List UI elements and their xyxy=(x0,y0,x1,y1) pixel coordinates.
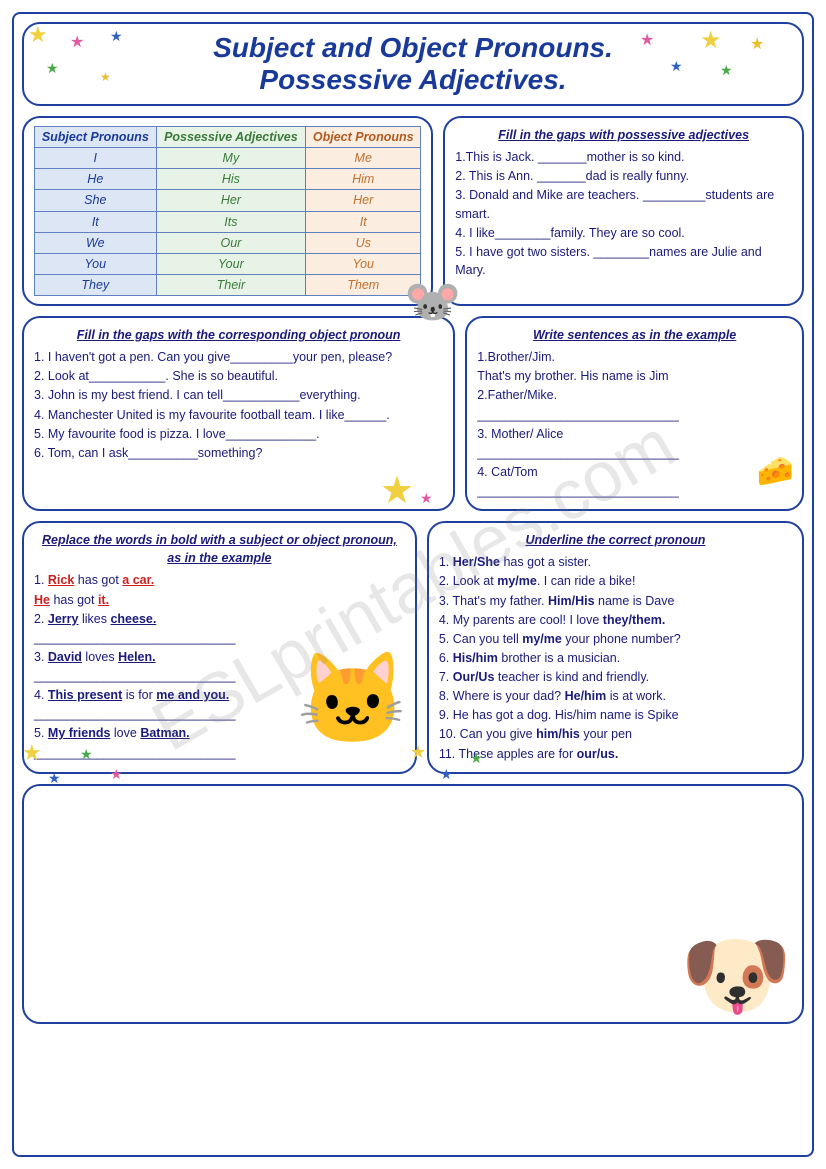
th-subj: Subject Pronouns xyxy=(35,127,157,148)
cell-poss: Their xyxy=(156,274,306,295)
row-3: Replace the words in bold with a subject… xyxy=(22,521,804,774)
ex5-item: 9. He has got a dog. His/him name is Spi… xyxy=(439,706,792,724)
ex4-item: 3. David loves Helen. xyxy=(34,648,405,666)
ex2-item: 4. Manchester United is my favourite foo… xyxy=(34,406,443,424)
cell-poss: His xyxy=(156,169,306,190)
cell-poss: My xyxy=(156,148,306,169)
ex2-item: 3. John is my best friend. I can tell___… xyxy=(34,386,443,404)
ex5-item: 8. Where is your dad? He/him is at work. xyxy=(439,687,792,705)
ex4-l1-c: has got xyxy=(74,573,122,587)
cell-obj: You xyxy=(306,253,421,274)
ex5-item: 5. Can you tell my/me your phone number? xyxy=(439,630,792,648)
ex3-lead2: That's my brother. His name is Jim xyxy=(477,367,792,385)
cell-subj: You xyxy=(35,253,157,274)
cell-obj: Me xyxy=(306,148,421,169)
ex1-item: 5. I have got two sisters. ________names… xyxy=(455,243,792,279)
ex2-item: 2. Look at___________. She is so beautif… xyxy=(34,367,443,385)
cell-subj: I xyxy=(35,148,157,169)
cell-poss: Her xyxy=(156,190,306,211)
exercise-4-panel: Replace the words in bold with a subject… xyxy=(22,521,417,774)
ex3-title: Write sentences as in the example xyxy=(477,326,792,344)
ex4-l2-c: it. xyxy=(98,593,109,607)
ex4-blank: _____________________________ xyxy=(34,667,405,685)
ex4-line1: 1. Rick has got a car. xyxy=(34,571,405,589)
ex1-title: Fill in the gaps with possessive adjecti… xyxy=(455,126,792,144)
ex5-title: Underline the correct pronoun xyxy=(439,531,792,549)
ex4-l1-d: a car. xyxy=(122,573,154,587)
cell-poss: Our xyxy=(156,232,306,253)
cell-obj: It xyxy=(306,211,421,232)
ex5-item: 4. My parents are cool! I love they/them… xyxy=(439,611,792,629)
ex5-item: 7. Our/Us teacher is kind and friendly. xyxy=(439,668,792,686)
th-poss: Possessive Adjectives xyxy=(156,127,306,148)
ex4-blank: _____________________________ xyxy=(34,629,405,647)
cell-subj: They xyxy=(35,274,157,295)
cell-subj: He xyxy=(35,169,157,190)
ex4-line2: He has got it. xyxy=(34,591,405,609)
ex4-l2-a: He xyxy=(34,593,50,607)
cell-obj: Her xyxy=(306,190,421,211)
row-1: Subject Pronouns Possessive Adjectives O… xyxy=(22,116,804,306)
cell-obj: Us xyxy=(306,232,421,253)
ex4-blank: _____________________________ xyxy=(34,705,405,723)
ex4-blank: _____________________________ xyxy=(34,744,405,762)
exercise-3-panel: Write sentences as in the example 1.Brot… xyxy=(465,316,804,511)
ex1-item: 1.This is Jack. _______mother is so kind… xyxy=(455,148,792,166)
ex3-item: 4. Cat/Tom xyxy=(477,463,792,481)
empty-panel: 🐶 xyxy=(22,784,804,1024)
exercise-2-panel: Fill in the gaps with the corresponding … xyxy=(22,316,455,511)
cell-subj: She xyxy=(35,190,157,211)
ex4-item: 5. My friends love Batman. xyxy=(34,724,405,742)
exercise-1-panel: Fill in the gaps with possessive adjecti… xyxy=(443,116,804,306)
cell-obj: Them xyxy=(306,274,421,295)
ex2-item: 5. My favourite food is pizza. I love___… xyxy=(34,425,443,443)
pronoun-table: Subject Pronouns Possessive Adjectives O… xyxy=(34,126,421,296)
dog-clipart: 🐶 xyxy=(680,923,792,1028)
ex3-lead1: 1.Brother/Jim. xyxy=(477,348,792,366)
ex5-item: 6. His/him brother is a musician. xyxy=(439,649,792,667)
ex5-item: 2. Look at my/me. I can ride a bike! xyxy=(439,572,792,590)
row-2: Fill in the gaps with the corresponding … xyxy=(22,316,804,511)
ex1-item: 3. Donald and Mike are teachers. _______… xyxy=(455,186,792,222)
cell-obj: Him xyxy=(306,169,421,190)
ex3-item: _____________________________ xyxy=(477,444,792,462)
ex2-title: Fill in the gaps with the corresponding … xyxy=(34,326,443,344)
title-line1: Subject and Object Pronouns. xyxy=(64,32,762,64)
ex1-item: 4. I like________family. They are so coo… xyxy=(455,224,792,242)
ex5-item: 1. Her/She has got a sister. xyxy=(439,553,792,571)
ex3-item: 2.Father/Mike. xyxy=(477,386,792,404)
exercise-5-panel: Underline the correct pronoun 1. Her/She… xyxy=(427,521,804,774)
ex3-item: 3. Mother/ Alice xyxy=(477,425,792,443)
ex4-item: 4. This present is for me and you. xyxy=(34,686,405,704)
ex2-item: 1. I haven't got a pen. Can you give____… xyxy=(34,348,443,366)
ex5-item: 11. These apples are for our/us. xyxy=(439,745,792,763)
page-border: Subject and Object Pronouns. Possessive … xyxy=(12,12,814,1157)
ex3-item: _____________________________ xyxy=(477,406,792,424)
ex3-item: _____________________________ xyxy=(477,482,792,500)
ex4-l1-b: Rick xyxy=(48,573,74,587)
ex1-item: 2. This is Ann. _______dad is really fun… xyxy=(455,167,792,185)
th-obj: Object Pronouns xyxy=(306,127,421,148)
ex5-item: 10. Can you give him/his your pen xyxy=(439,725,792,743)
ex4-l2-b: has got xyxy=(50,593,98,607)
cell-subj: It xyxy=(35,211,157,232)
title-line2: Possessive Adjectives. xyxy=(64,64,762,96)
reference-table-panel: Subject Pronouns Possessive Adjectives O… xyxy=(22,116,433,306)
ex4-title: Replace the words in bold with a subject… xyxy=(34,531,405,567)
ex5-item: 3. That's my father. Him/His name is Dav… xyxy=(439,592,792,610)
cell-poss: Your xyxy=(156,253,306,274)
ex4-item: 2. Jerry likes cheese. xyxy=(34,610,405,628)
title-box: Subject and Object Pronouns. Possessive … xyxy=(22,22,804,106)
ex2-item: 6. Tom, can I ask__________something? xyxy=(34,444,443,462)
cell-subj: We xyxy=(35,232,157,253)
cell-poss: Its xyxy=(156,211,306,232)
ex4-l1-a: 1. xyxy=(34,573,48,587)
